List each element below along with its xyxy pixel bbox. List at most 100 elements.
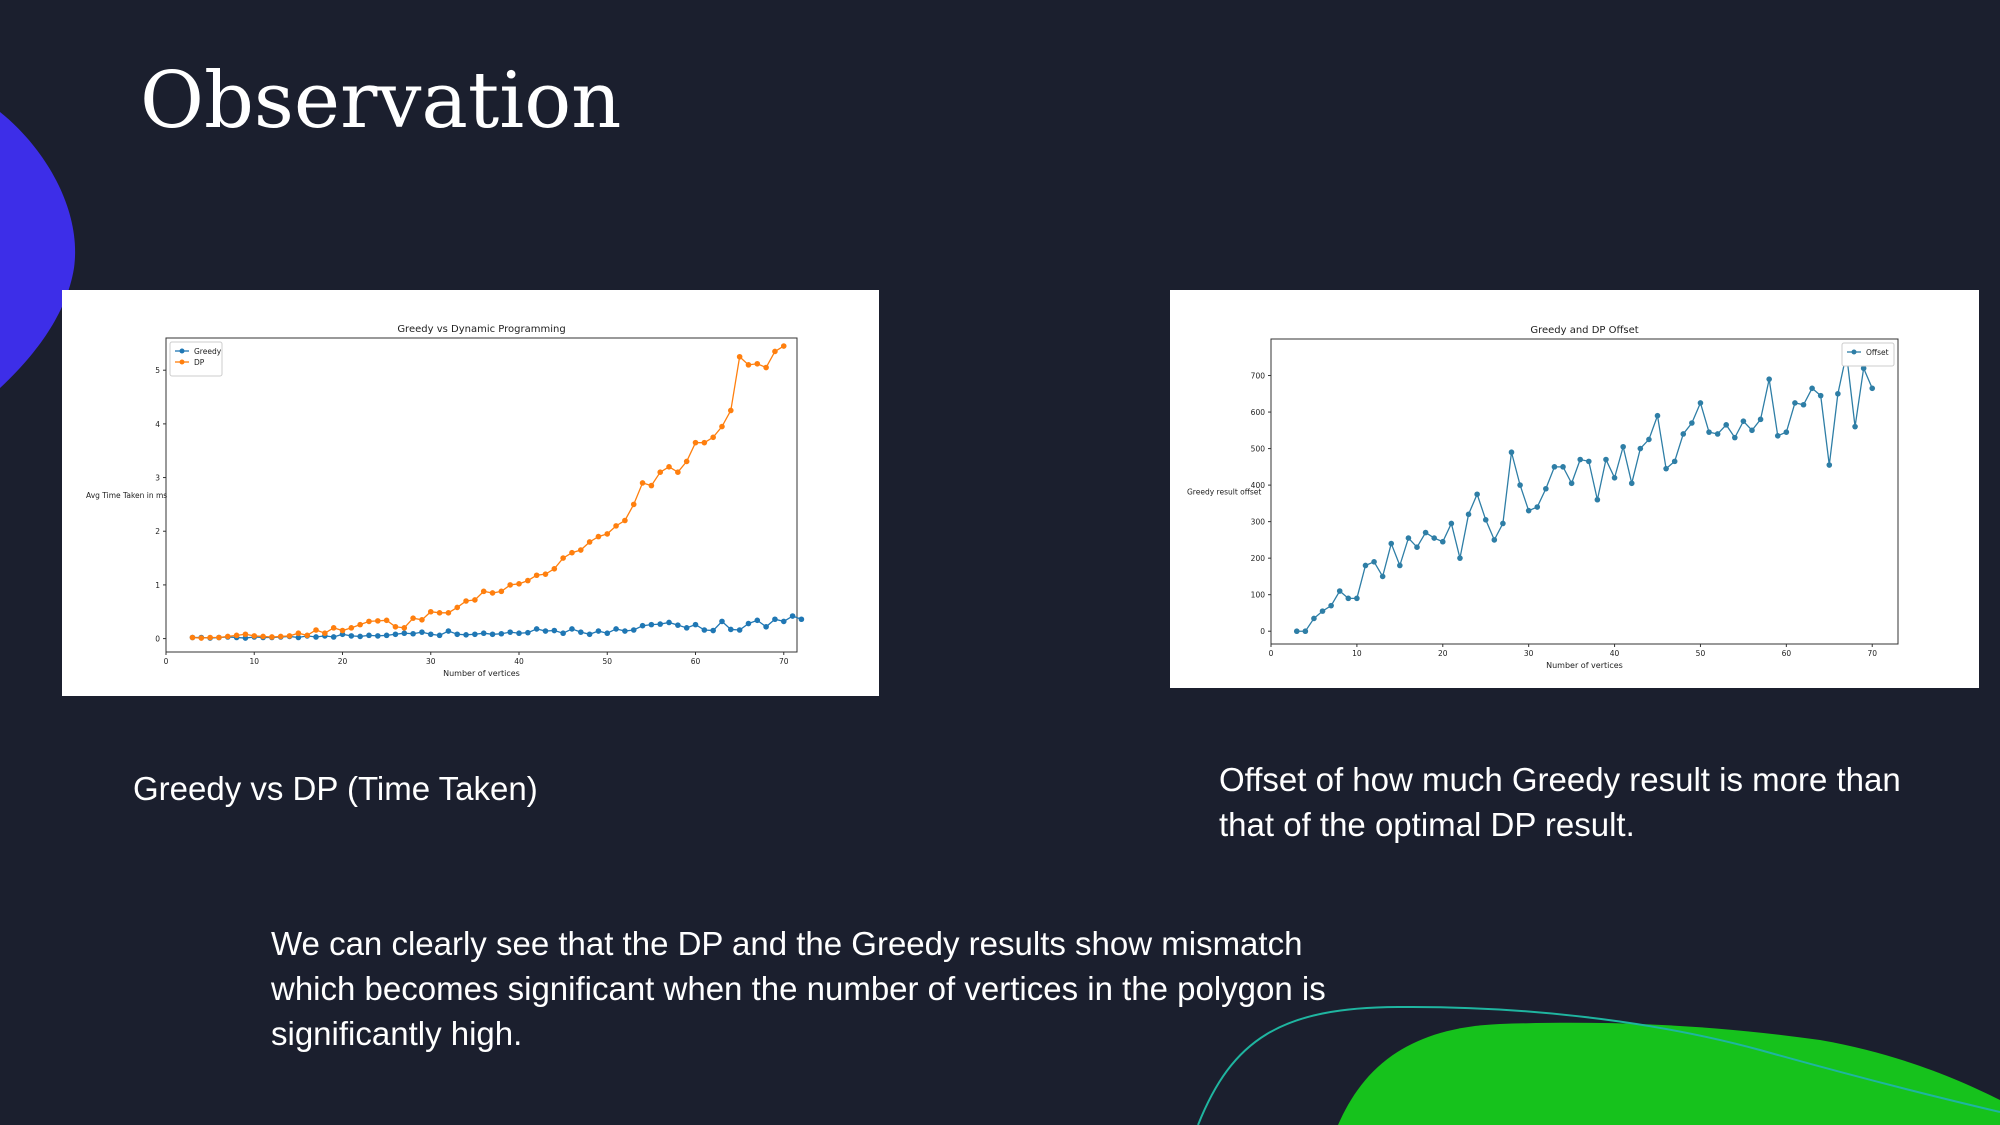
chart1-x-tick-label: 30 [1524, 649, 1534, 658]
chart1-data-point-offset [1543, 485, 1549, 492]
chart1-title: Greedy and DP Offset [1530, 325, 1638, 336]
chart0-data-point-greedy [745, 620, 752, 627]
greedy-vs-dp-chart: Greedy vs Dynamic Programming Number of v… [86, 324, 805, 678]
chart1-data-point-offset [1663, 465, 1669, 472]
chart1-y-tick-label: 100 [1251, 591, 1266, 600]
chart0-data-point-dp [701, 439, 708, 446]
offset-chart-panel: Greedy and DP Offset Number of vertices Gr… [1170, 290, 1979, 688]
chart1-data-point-offset [1714, 431, 1721, 437]
chart0-data-point-greedy [657, 621, 664, 627]
chart1-data-point-offset [1439, 538, 1446, 545]
chart0-data-point-dp [251, 633, 258, 639]
offset-chart: Greedy and DP Offset Number of vertices Gr… [1187, 325, 1899, 670]
chart0-data-point-dp [710, 434, 716, 441]
chart1-data-point-offset [1783, 429, 1790, 435]
chart1-data-point-offset [1336, 588, 1343, 594]
chart0-data-point-greedy [701, 627, 708, 633]
chart0-data-point-greedy [719, 618, 725, 625]
chart0-data-point-dp [436, 610, 443, 616]
chart0-data-point-greedy [736, 627, 743, 633]
chart0-data-point-dp [525, 577, 531, 584]
chart0-data-point-dp [675, 469, 681, 475]
caption-offset: Offset of how much Greedy result is more… [1219, 761, 1901, 843]
chart0-data-point-greedy [419, 629, 425, 635]
chart1-data-point-offset [1680, 431, 1687, 437]
chart1-x-axis-label: Number of vertices [1546, 661, 1623, 670]
chart0-data-point-dp [577, 547, 584, 553]
chart1-x-tick-label: 60 [1782, 649, 1792, 658]
chart0-data-point-dp [639, 480, 646, 486]
chart1-data-point-offset [1620, 443, 1626, 450]
chart1-data-point-offset [1491, 537, 1498, 543]
chart0-x-tick-label: 10 [249, 657, 259, 666]
chart1-legend-label: Offset [1866, 348, 1889, 357]
chart1-data-point-offset [1388, 540, 1395, 547]
chart1-data-point-offset [1568, 480, 1575, 487]
chart0-x-tick-label: 40 [514, 657, 524, 666]
chart0-series-line-greedy [192, 615, 802, 639]
chart1-y-tick-label: 400 [1251, 481, 1266, 490]
chart0-plot-frame [165, 337, 798, 653]
chart0-data-point-dp [357, 621, 363, 628]
chart1-x-tick-label: 0 [1269, 649, 1274, 658]
chart0-data-point-greedy [675, 622, 681, 628]
blue-blob-shape [0, 112, 76, 388]
chart0-data-point-dp [401, 625, 408, 631]
greedy-vs-dp-chart-panel: Greedy vs Dynamic Programming Number of v… [62, 290, 879, 696]
chart1-data-point-offset [1508, 449, 1515, 456]
chart1-data-point-offset [1732, 434, 1738, 441]
chart0-legend-marker [179, 348, 185, 354]
chart0-data-point-dp [419, 616, 425, 623]
chart1-data-point-offset [1311, 615, 1317, 622]
chart0-data-point-greedy [586, 631, 593, 638]
chart1-data-point-offset [1869, 385, 1876, 392]
chart0-data-point-greedy [392, 631, 399, 638]
chart0-legend-label: DP [194, 358, 205, 367]
chart1-data-point-offset [1500, 520, 1506, 527]
chart1-data-point-offset [1723, 422, 1730, 428]
chart0-data-point-greedy [366, 632, 372, 639]
chart0-data-point-greedy [383, 632, 390, 639]
chart0-data-point-dp [630, 501, 637, 508]
chart1-data-point-offset [1646, 436, 1652, 443]
chart0-data-point-greedy [798, 616, 805, 623]
chart0-data-point-greedy [577, 629, 584, 635]
chart1-data-point-offset [1465, 511, 1472, 518]
chart0-data-point-greedy [507, 629, 513, 635]
chart0-data-point-dp [445, 610, 452, 616]
chart1-x-tick-label: 70 [1867, 649, 1877, 658]
chart0-y-tick-label: 4 [155, 420, 160, 429]
chart1-x-tick-label: 20 [1438, 649, 1448, 658]
chart0-data-point-greedy [728, 626, 734, 633]
chart0-data-point-greedy [780, 618, 787, 625]
chart0-data-point-dp [754, 360, 761, 367]
chart1-y-tick-label: 600 [1251, 408, 1266, 417]
chart0-data-point-greedy [560, 630, 566, 637]
chart0-data-point-dp [728, 407, 734, 414]
chart1-data-point-offset [1362, 562, 1369, 569]
chart0-data-point-dp [666, 464, 672, 470]
chart0-data-point-dp [516, 581, 522, 587]
chart0-data-point-greedy [683, 625, 690, 631]
chart0-y-tick-label: 3 [155, 474, 160, 483]
chart0-data-point-dp [322, 630, 328, 637]
chart1-data-point-offset [1319, 608, 1326, 614]
chart0-data-point-dp [692, 439, 699, 446]
chart0-data-point-dp [480, 588, 487, 595]
chart0-data-point-dp [295, 630, 302, 637]
chart0-data-point-greedy [525, 629, 531, 636]
chart1-data-point-offset [1302, 628, 1309, 635]
chart1-data-point-offset [1379, 573, 1386, 580]
chart0-data-point-greedy [648, 621, 655, 628]
chart0-data-point-dp [260, 633, 266, 640]
chart0-data-point-greedy [427, 631, 434, 638]
chart1-data-point-offset [1792, 400, 1798, 406]
chart0-data-point-dp [383, 617, 390, 624]
chart0-data-point-dp [657, 469, 664, 475]
chart0-data-point-greedy [595, 628, 602, 634]
chart0-data-point-greedy [498, 630, 505, 637]
chart0-data-point-dp [427, 608, 434, 615]
chart0-data-point-dp [772, 348, 778, 355]
chart0-data-point-dp [348, 625, 355, 631]
